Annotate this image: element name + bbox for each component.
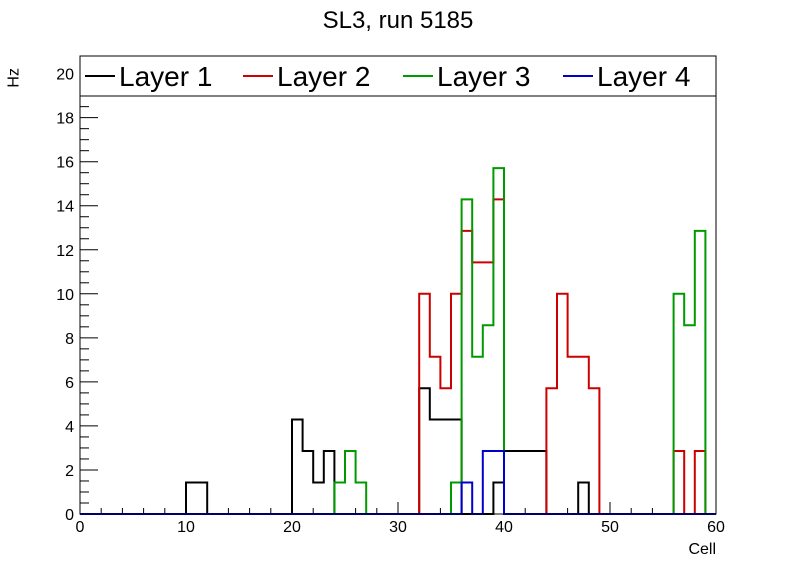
x-tick-label: 20 bbox=[283, 519, 301, 536]
series-line-layer-3 bbox=[80, 167, 716, 515]
y-tick-label: 4 bbox=[65, 419, 74, 436]
y-tick-label: 14 bbox=[56, 199, 74, 216]
y-tick-label: 8 bbox=[65, 331, 74, 348]
x-tick-label: 40 bbox=[495, 519, 513, 536]
y-tick-label: 16 bbox=[56, 155, 74, 172]
y-tick-label: 6 bbox=[65, 375, 74, 392]
series-line-layer-1 bbox=[80, 387, 716, 515]
legend-label-layer-2: Layer 2 bbox=[277, 61, 370, 92]
y-tick-label: 20 bbox=[56, 67, 74, 84]
y-tick-label: 0 bbox=[65, 507, 74, 524]
x-tick-label: 10 bbox=[177, 519, 195, 536]
y-axis-title: Hz bbox=[5, 68, 22, 88]
x-tick-label: 60 bbox=[707, 519, 725, 536]
plot-frame-layer bbox=[79, 55, 717, 515]
x-axis-title: Cell bbox=[688, 541, 716, 558]
legend-label-layer-3: Layer 3 bbox=[437, 61, 530, 92]
legend: Layer 1 Layer 2 Layer 3 Layer 4 bbox=[79, 55, 717, 97]
legend-label-layer-4: Layer 4 bbox=[597, 61, 690, 92]
series-line-layer-2 bbox=[80, 198, 716, 515]
y-tick-label: 18 bbox=[56, 111, 74, 128]
x-tick-label: 30 bbox=[389, 519, 407, 536]
y-tick-label: 12 bbox=[56, 243, 74, 260]
series-layer bbox=[80, 167, 716, 515]
chart-title: SL3, run 5185 bbox=[323, 7, 474, 34]
legend-box bbox=[79, 55, 717, 97]
y-tick-label: 2 bbox=[65, 463, 74, 480]
legend-label-layer-1: Layer 1 bbox=[119, 61, 212, 92]
x-tick-label: 50 bbox=[601, 519, 619, 536]
plot-frame bbox=[79, 55, 717, 515]
axes-layer: 0 10 20 30 40 50 60 0 2 4 6 8 10 12 14 16 18 20 bbox=[56, 62, 725, 536]
y-tick-label: 10 bbox=[56, 287, 74, 304]
x-tick-label: 0 bbox=[76, 519, 85, 536]
